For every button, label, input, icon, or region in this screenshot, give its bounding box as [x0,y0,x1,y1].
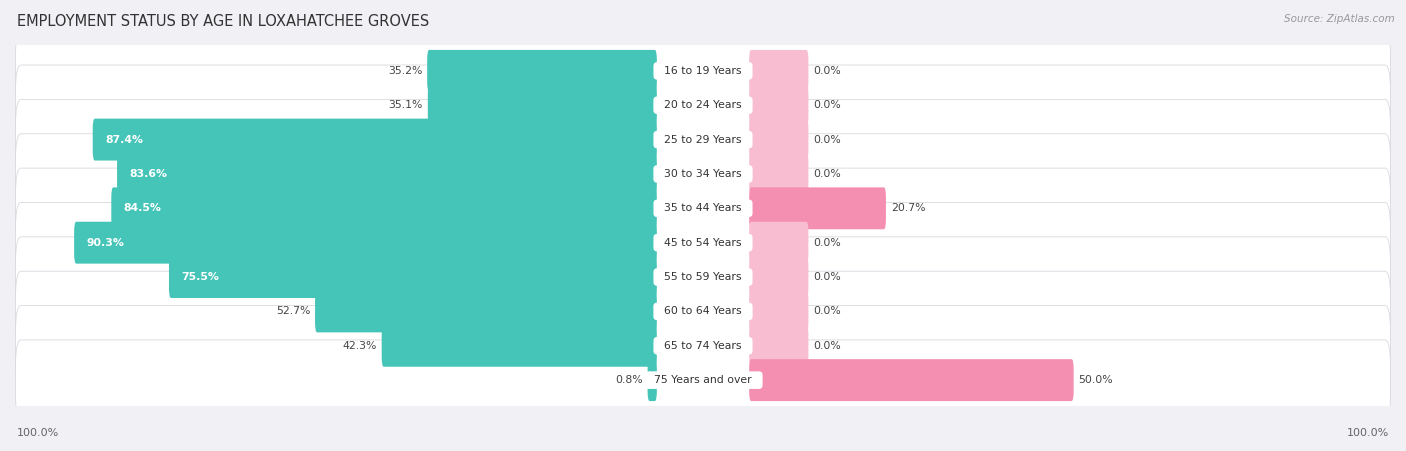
Text: 42.3%: 42.3% [343,341,377,351]
FancyBboxPatch shape [749,325,808,367]
FancyBboxPatch shape [749,50,808,92]
FancyBboxPatch shape [427,50,657,92]
FancyBboxPatch shape [117,153,657,195]
FancyBboxPatch shape [15,202,1391,283]
Text: 0.0%: 0.0% [813,238,841,248]
Text: 0.0%: 0.0% [813,169,841,179]
FancyBboxPatch shape [15,306,1391,386]
FancyBboxPatch shape [749,290,808,332]
FancyBboxPatch shape [749,187,886,229]
Text: 0.0%: 0.0% [813,341,841,351]
Text: 84.5%: 84.5% [124,203,162,213]
Text: 60 to 64 Years: 60 to 64 Years [657,306,749,317]
Text: 35 to 44 Years: 35 to 44 Years [657,203,749,213]
Text: 52.7%: 52.7% [276,306,311,317]
FancyBboxPatch shape [15,237,1391,317]
FancyBboxPatch shape [427,84,657,126]
Text: 87.4%: 87.4% [105,134,143,145]
Text: 0.0%: 0.0% [813,100,841,110]
FancyBboxPatch shape [749,84,808,126]
FancyBboxPatch shape [169,256,657,298]
Text: 35.1%: 35.1% [388,100,423,110]
Text: 75.5%: 75.5% [181,272,219,282]
FancyBboxPatch shape [93,119,657,161]
FancyBboxPatch shape [648,359,657,401]
Text: 20 to 24 Years: 20 to 24 Years [657,100,749,110]
Text: 75 Years and over: 75 Years and over [647,375,759,385]
Text: 65 to 74 Years: 65 to 74 Years [657,341,749,351]
FancyBboxPatch shape [15,134,1391,214]
FancyBboxPatch shape [15,340,1391,420]
Text: 100.0%: 100.0% [17,428,59,438]
FancyBboxPatch shape [15,271,1391,352]
Text: 83.6%: 83.6% [129,169,167,179]
Text: 0.0%: 0.0% [813,272,841,282]
Text: 100.0%: 100.0% [1347,428,1389,438]
Text: 55 to 59 Years: 55 to 59 Years [657,272,749,282]
Text: 0.0%: 0.0% [813,134,841,145]
Text: 90.3%: 90.3% [87,238,124,248]
FancyBboxPatch shape [749,359,1074,401]
Text: 35.2%: 35.2% [388,66,422,76]
FancyBboxPatch shape [15,65,1391,145]
Text: EMPLOYMENT STATUS BY AGE IN LOXAHATCHEE GROVES: EMPLOYMENT STATUS BY AGE IN LOXAHATCHEE … [17,14,429,28]
FancyBboxPatch shape [749,153,808,195]
Text: 45 to 54 Years: 45 to 54 Years [657,238,749,248]
Text: 30 to 34 Years: 30 to 34 Years [657,169,749,179]
FancyBboxPatch shape [315,290,657,332]
Text: 50.0%: 50.0% [1078,375,1114,385]
FancyBboxPatch shape [749,222,808,264]
FancyBboxPatch shape [111,187,657,229]
Text: 0.8%: 0.8% [616,375,643,385]
FancyBboxPatch shape [15,31,1391,111]
FancyBboxPatch shape [381,325,657,367]
Text: 20.7%: 20.7% [891,203,925,213]
Text: 25 to 29 Years: 25 to 29 Years [657,134,749,145]
FancyBboxPatch shape [15,168,1391,249]
Text: 16 to 19 Years: 16 to 19 Years [657,66,749,76]
Text: 0.0%: 0.0% [813,306,841,317]
FancyBboxPatch shape [75,222,657,264]
FancyBboxPatch shape [749,119,808,161]
Text: Source: ZipAtlas.com: Source: ZipAtlas.com [1284,14,1395,23]
FancyBboxPatch shape [749,256,808,298]
FancyBboxPatch shape [15,99,1391,180]
Text: 0.0%: 0.0% [813,66,841,76]
